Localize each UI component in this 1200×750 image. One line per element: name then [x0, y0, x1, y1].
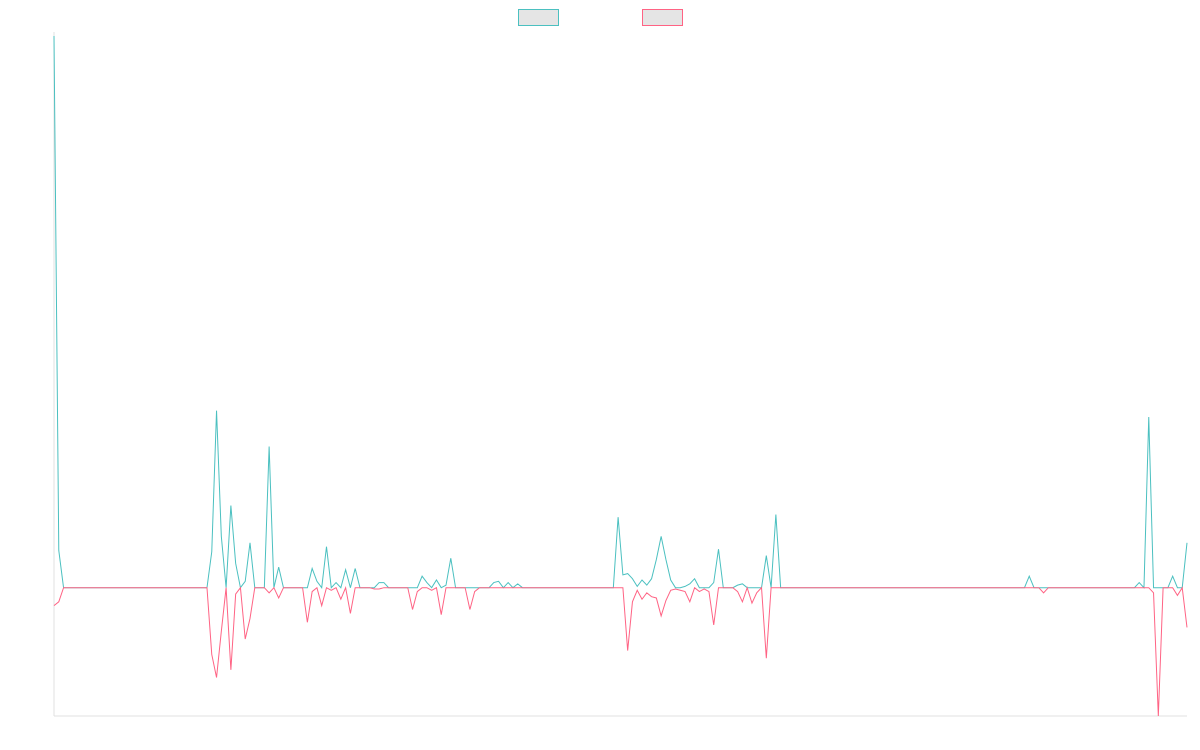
legend-item-0[interactable] [518, 9, 559, 26]
axes [53, 32, 1187, 717]
series-line-0 [53, 35, 1188, 590]
legend-swatch-0 [518, 9, 559, 26]
series-line-1 [53, 585, 1188, 717]
legend-swatch-1 [642, 9, 683, 26]
series-layer [53, 35, 1188, 717]
legend[interactable] [518, 9, 683, 26]
legend-item-1[interactable] [642, 9, 683, 26]
